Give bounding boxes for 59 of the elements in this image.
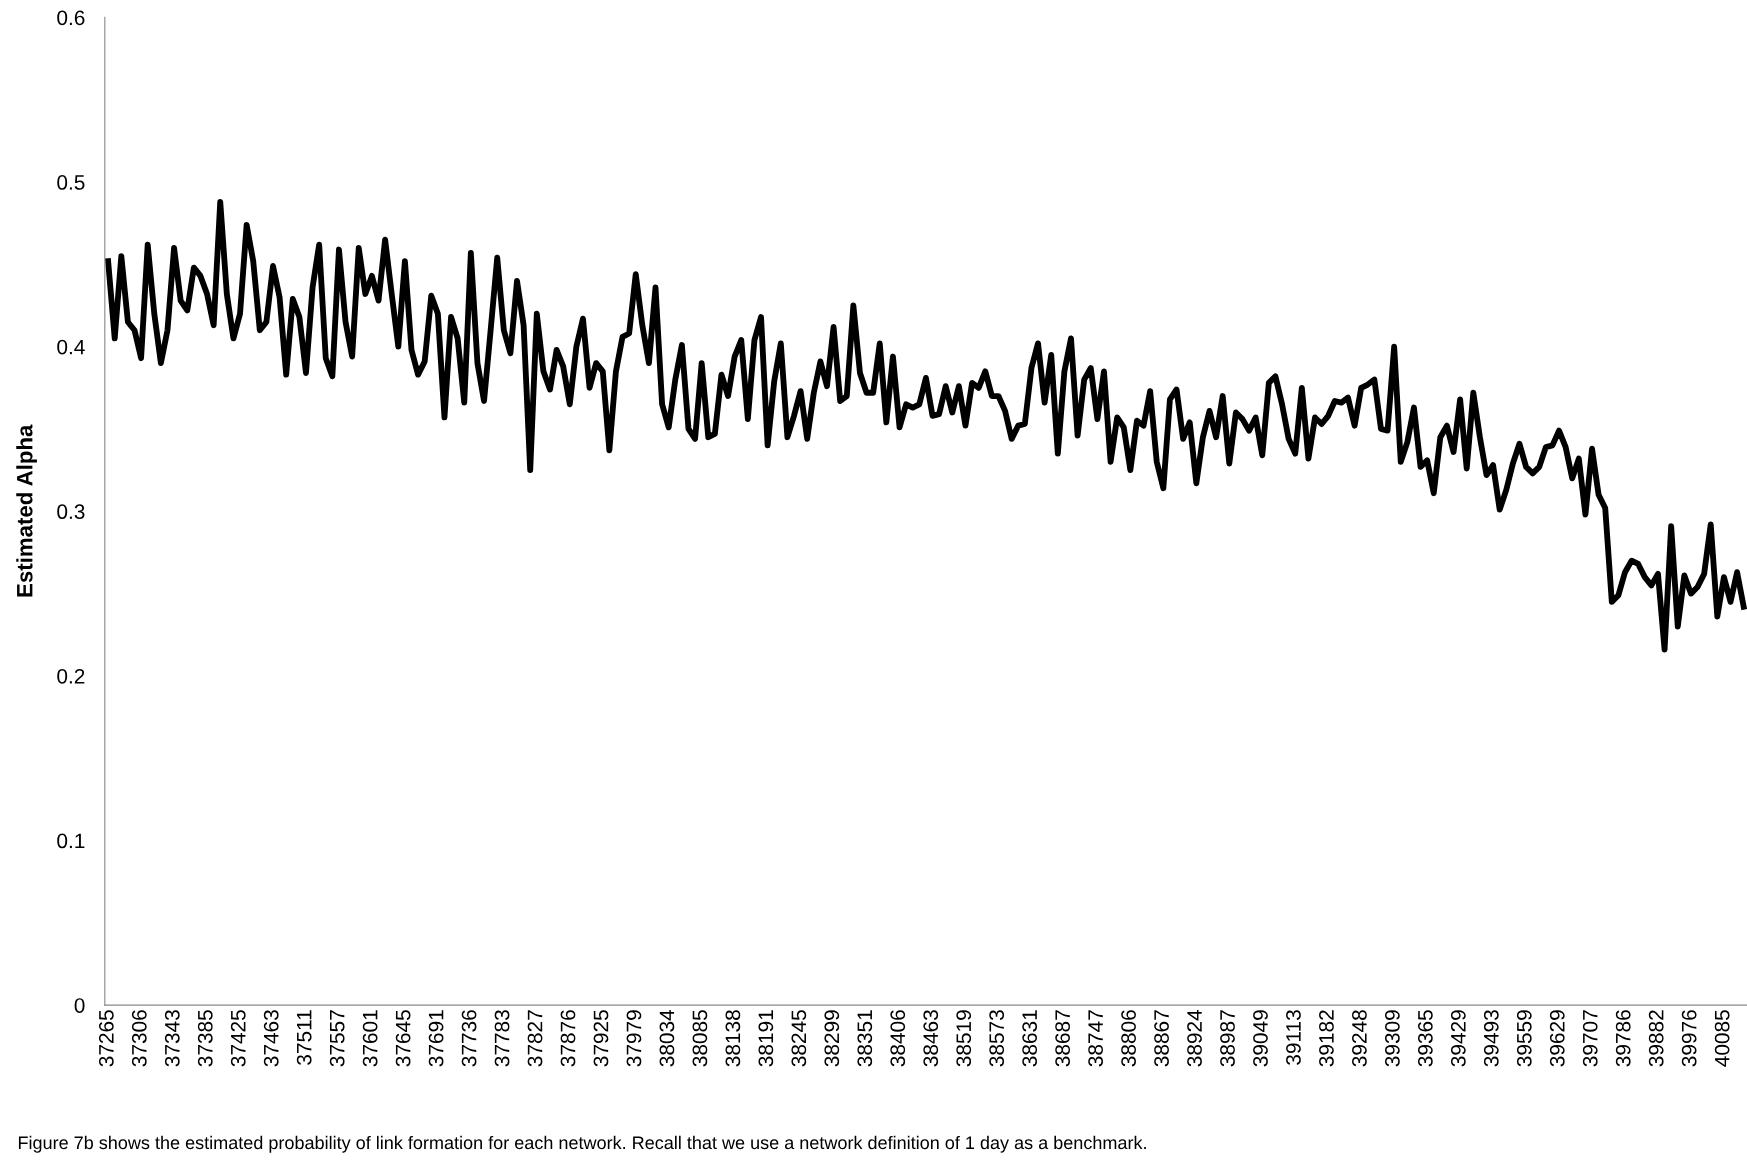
x-tick-label: 39429 — [1450, 1010, 1466, 1067]
x-tick-label: 37876 — [560, 1010, 576, 1067]
x-tick-label: 37557 — [329, 1010, 345, 1067]
y-axis-title: Estimated Alpha — [16, 424, 37, 597]
x-tick-label: 39786 — [1615, 1010, 1631, 1067]
y-tick-label: 0 — [74, 998, 85, 1013]
x-tick-label: 37691 — [428, 1010, 444, 1067]
x-tick-label: 39976 — [1681, 1010, 1697, 1067]
x-tick-label: 40085 — [1714, 1010, 1730, 1067]
x-tick-label: 39365 — [1417, 1010, 1433, 1067]
x-tick-label: 37736 — [461, 1010, 477, 1067]
x-tick-label: 38191 — [758, 1010, 774, 1067]
x-tick-label: 38034 — [659, 1009, 675, 1067]
x-tick-label: 37511 — [296, 1010, 312, 1065]
x-tick-label: 39182 — [1319, 1010, 1334, 1067]
x-tick-label: 37425 — [230, 1010, 246, 1067]
x-tick-label: 39049 — [1253, 1010, 1268, 1067]
x-tick-label: 38085 — [692, 1010, 708, 1067]
x-tick-label: 37645 — [395, 1010, 411, 1067]
x-tick-label: 39707 — [1582, 1010, 1598, 1067]
x-tick-label: 39882 — [1648, 1010, 1664, 1067]
x-tick-label: 39248 — [1352, 1010, 1367, 1067]
x-tick-label: 37979 — [626, 1010, 642, 1067]
x-tick-label: 38299 — [824, 1010, 840, 1067]
x-tick-label: 37783 — [494, 1010, 510, 1067]
x-tick-label: 38351 — [857, 1010, 873, 1067]
x-tick-label: 38987 — [1220, 1010, 1235, 1067]
x-tick-label: 38406 — [890, 1010, 906, 1067]
x-tick-label: 39309 — [1385, 1010, 1400, 1067]
y-tick-label: 0.4 — [57, 339, 85, 355]
x-tick-label: 39113 — [1286, 1010, 1301, 1065]
x-tick-label: 37265 — [98, 1010, 114, 1067]
x-tick-label: 38924 — [1187, 1009, 1202, 1067]
x-tick-label: 38631 — [1022, 1010, 1038, 1067]
y-tick-label: 0.5 — [57, 175, 85, 190]
y-tick-label: 0.1 — [57, 833, 85, 849]
y-tick-label: 0.3 — [57, 504, 85, 520]
y-tick-label: 0.2 — [57, 668, 85, 684]
x-tick-label: 37306 — [131, 1010, 147, 1067]
x-tick-label: 38138 — [725, 1010, 741, 1067]
x-tick-label: 38573 — [989, 1010, 1005, 1067]
x-tick-label: 39493 — [1483, 1010, 1499, 1067]
y-tick-label: 0.6 — [57, 10, 85, 26]
x-tick-label: 37827 — [527, 1010, 543, 1067]
x-tick-label: 38687 — [1055, 1010, 1070, 1067]
x-tick-label: 38747 — [1088, 1010, 1103, 1067]
x-tick-label: 37925 — [593, 1010, 609, 1067]
x-tick-label: 38806 — [1121, 1010, 1136, 1067]
x-tick-label: 38867 — [1154, 1010, 1169, 1067]
x-tick-label: 38245 — [791, 1010, 807, 1067]
x-tick-label: 37343 — [164, 1010, 180, 1067]
x-tick-label: 39559 — [1516, 1010, 1532, 1067]
x-tick-label: 39629 — [1549, 1010, 1565, 1067]
x-tick-label: 37601 — [362, 1010, 378, 1067]
x-tick-label: 37385 — [197, 1010, 213, 1067]
x-tick-label: 38519 — [956, 1010, 972, 1067]
caption: Figure 7b shows the estimated probability of link formation for each network. Recall that we use a network definition of 1 day as a benchmark. — [18, 1135, 1146, 1153]
x-tick-label: 37463 — [263, 1010, 279, 1067]
x-tick-label: 38463 — [923, 1010, 939, 1067]
